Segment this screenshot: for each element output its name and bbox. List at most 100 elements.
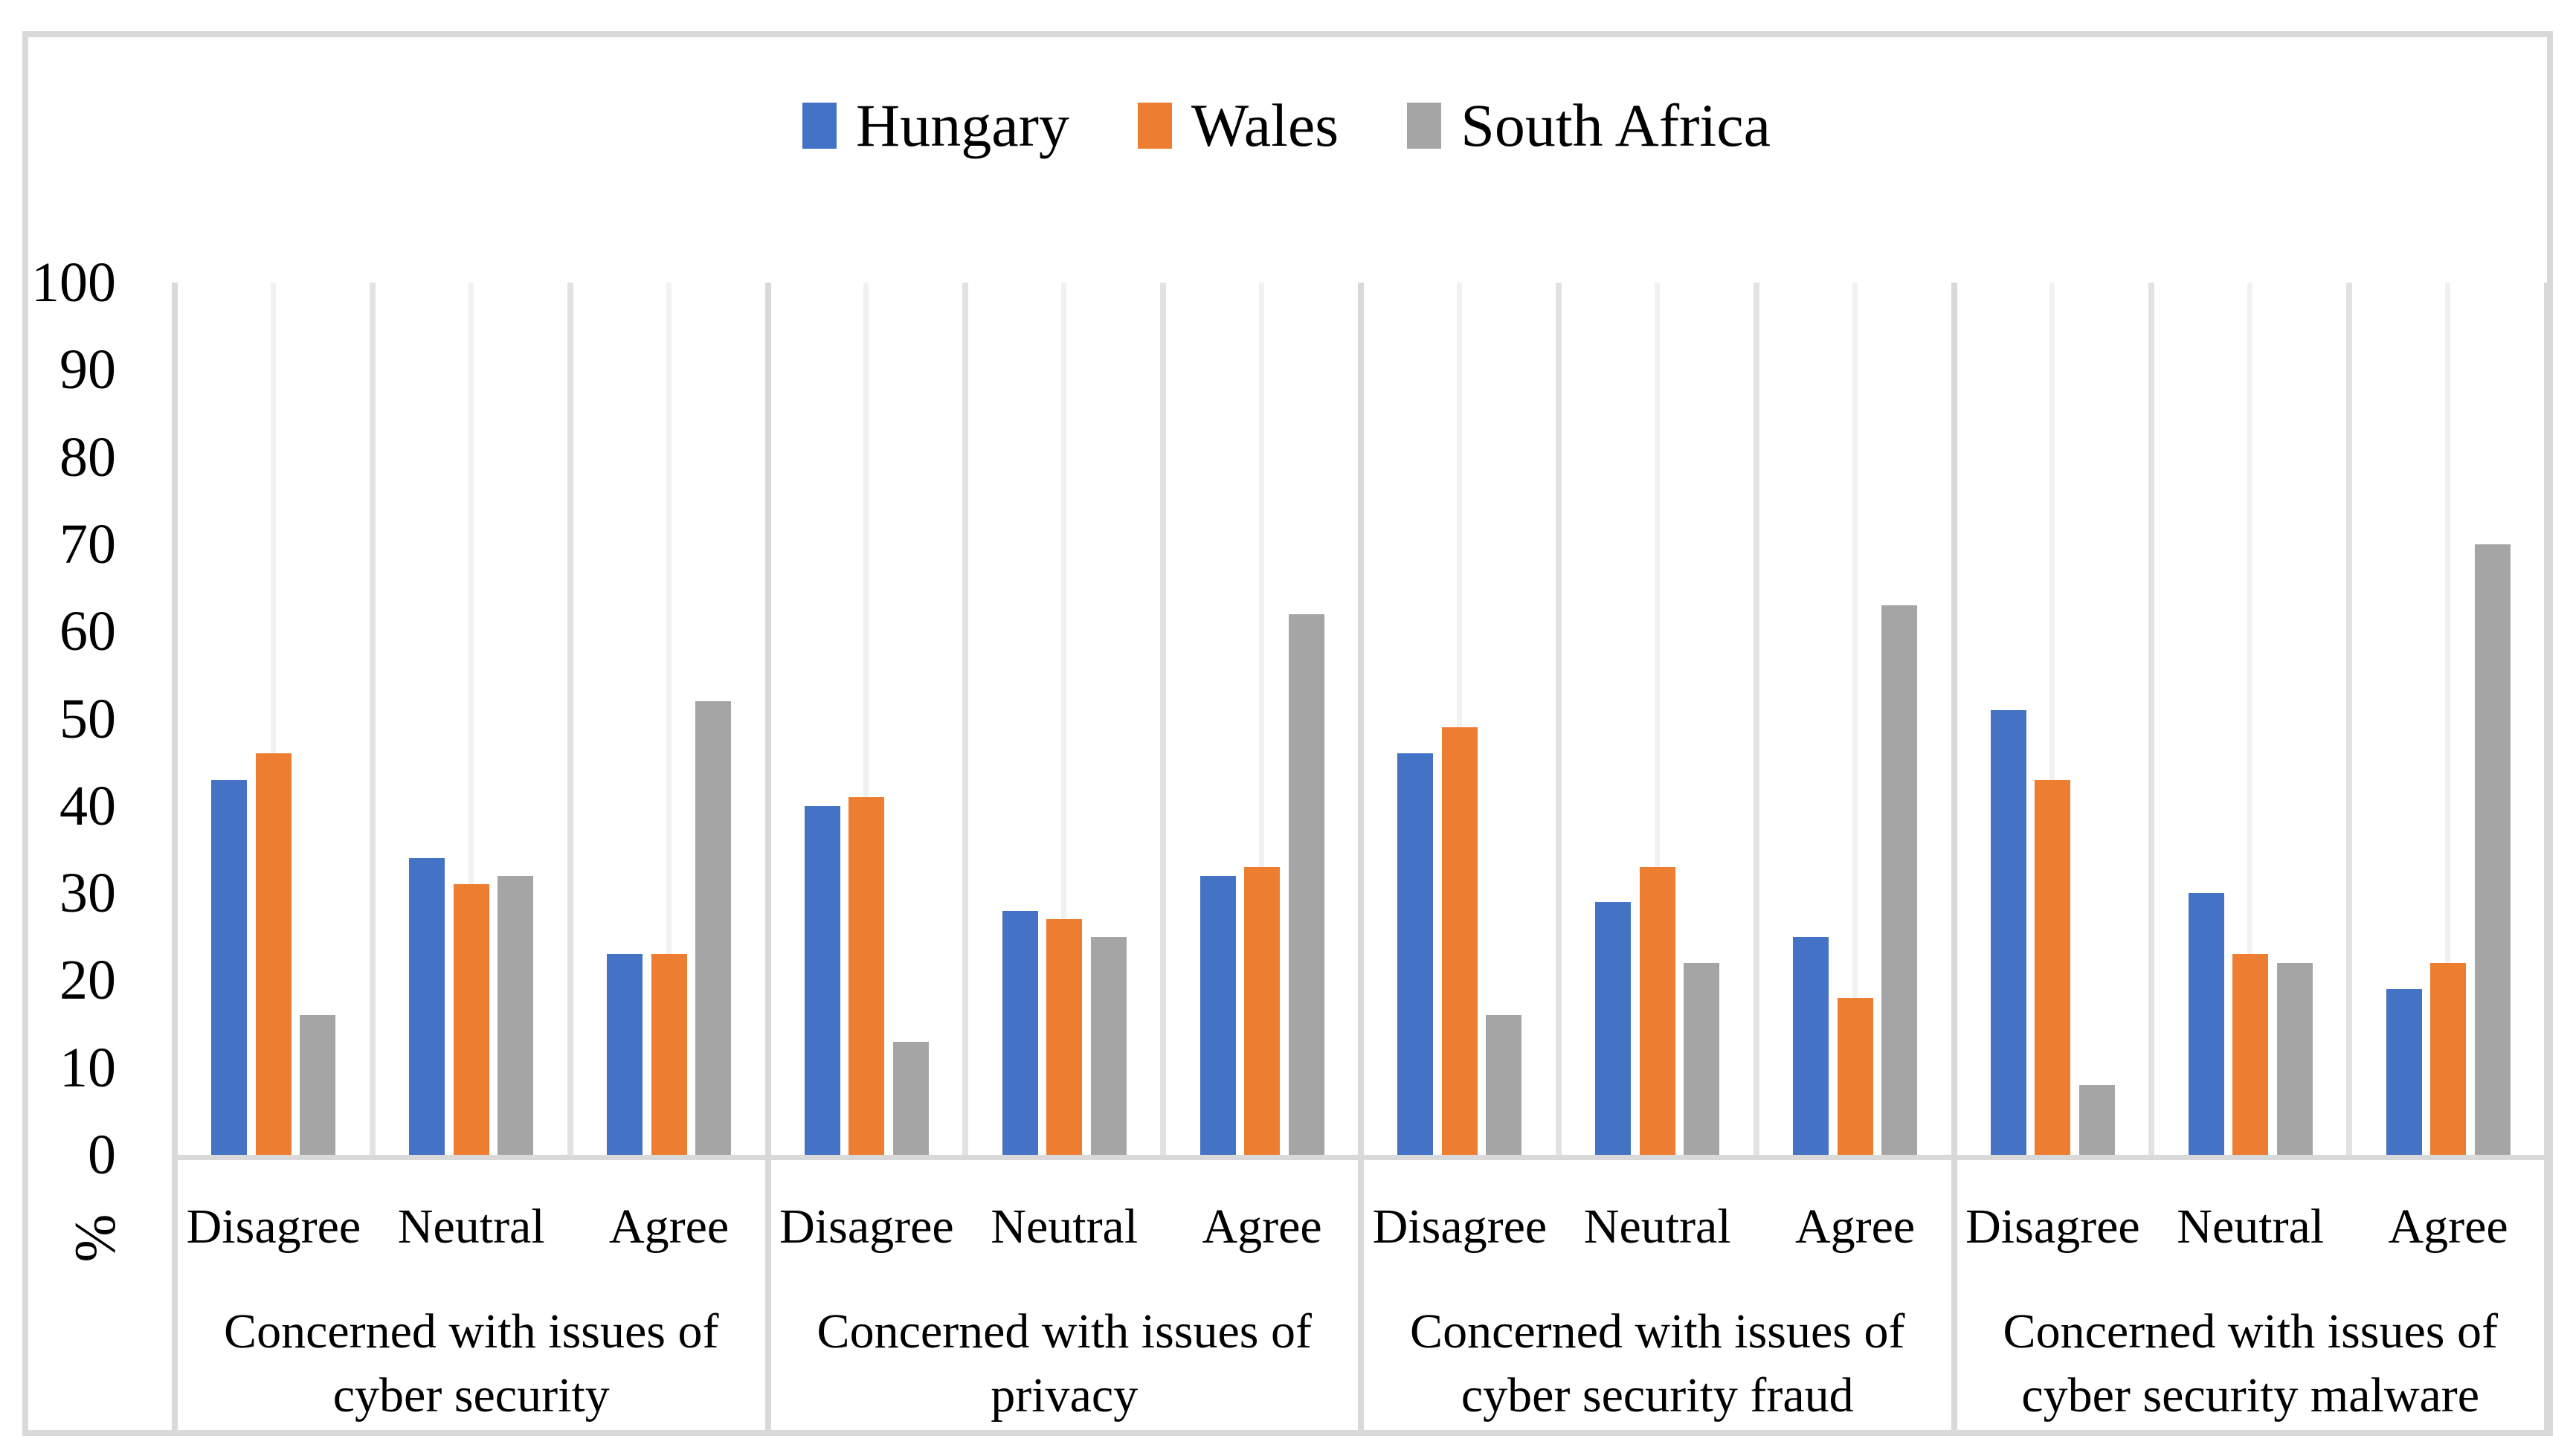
category-label-agree: Agree <box>2388 1199 2508 1254</box>
category-center-gridline <box>863 283 869 1155</box>
group-boundary-line <box>172 283 178 1430</box>
group-title-line: Concerned with issues of <box>224 1304 719 1359</box>
group-title-line: privacy <box>991 1368 1139 1423</box>
bar-south-africa <box>1090 936 1127 1155</box>
category-label-neutral: Neutral <box>991 1199 1139 1254</box>
bar-south-africa <box>892 1041 929 1155</box>
y-tick-label-30: 30 <box>59 862 116 925</box>
category-center-gridline <box>2247 283 2253 1155</box>
y-tick-label-0: 0 <box>88 1124 116 1186</box>
bar-south-africa <box>1684 962 1720 1155</box>
bar-hungary <box>804 805 840 1155</box>
legend: Hungary Wales South Africa <box>0 95 2573 156</box>
category-boundary-gridline <box>2346 283 2353 1155</box>
bar-wales <box>1837 997 1873 1155</box>
legend-swatch-icon <box>1137 103 1172 149</box>
bar-wales <box>651 954 687 1155</box>
bar-hungary <box>1397 753 1434 1155</box>
bar-south-africa <box>2276 962 2313 1155</box>
category-center-gridline <box>1852 283 1858 1155</box>
bar-hungary <box>1199 875 1236 1155</box>
bar-wales <box>453 884 489 1155</box>
category-center-gridline <box>270 283 276 1155</box>
x-axis-line <box>175 1155 2547 1160</box>
category-label-agree: Agree <box>1794 1199 1916 1254</box>
category-label-disagree: Disagree <box>1965 1199 2140 1254</box>
category-label-agree: Agree <box>608 1199 730 1254</box>
category-label-neutral: Neutral <box>397 1199 545 1254</box>
group-boundary-line <box>764 283 771 1430</box>
bar-wales <box>2035 779 2071 1155</box>
y-tick-label-40: 40 <box>59 774 116 837</box>
bar-hungary <box>211 779 248 1155</box>
bar-hungary <box>607 954 643 1155</box>
bar-south-africa <box>1288 613 1324 1155</box>
bar-hungary <box>2188 893 2224 1155</box>
legend-item-south-africa: South Africa <box>1407 95 1771 156</box>
group-title-line: Concerned with issues of <box>2003 1304 2498 1359</box>
y-tick-label-10: 10 <box>59 1036 116 1099</box>
bar-hungary <box>1990 709 2026 1155</box>
y-tick-label-50: 50 <box>59 687 116 750</box>
legend-label: Hungary <box>855 91 1069 159</box>
group-boundary-line <box>2544 283 2550 1430</box>
bar-wales <box>2430 962 2467 1155</box>
bar-hungary <box>1595 901 1632 1155</box>
category-center-gridline <box>1456 283 1462 1155</box>
bar-south-africa <box>497 875 534 1155</box>
y-tick-label-100: 100 <box>31 251 116 314</box>
figure-border <box>22 31 2553 1436</box>
category-label-neutral: Neutral <box>1583 1199 1731 1254</box>
group-title-line: cyber security fraud <box>1461 1368 1854 1423</box>
bar-south-africa <box>1486 1015 1522 1155</box>
category-label-disagree: Disagree <box>186 1199 361 1254</box>
legend-swatch-icon <box>1407 103 1442 149</box>
group-title-line: cyber security <box>332 1368 610 1423</box>
bar-south-africa <box>2078 1085 2115 1155</box>
group-title-line: Concerned with issues of <box>817 1304 1312 1359</box>
group-boundary-line <box>1358 283 1364 1430</box>
category-boundary-gridline <box>1160 283 1167 1155</box>
bar-south-africa <box>1881 605 1918 1155</box>
category-boundary-gridline <box>567 283 573 1155</box>
legend-swatch-icon <box>802 103 837 149</box>
bar-wales <box>1244 866 1281 1155</box>
bar-wales <box>848 797 885 1155</box>
y-tick-label-20: 20 <box>59 949 116 1012</box>
group-title-line: cyber security malware <box>2021 1368 2480 1423</box>
category-boundary-gridline <box>962 283 969 1155</box>
legend-item-wales: Wales <box>1137 91 1339 159</box>
legend-item-hungary: Hungary <box>802 95 1069 156</box>
category-center-gridline <box>2049 283 2055 1155</box>
bar-south-africa <box>2474 544 2511 1155</box>
category-label-agree: Agree <box>1202 1199 1322 1254</box>
category-boundary-gridline <box>1753 283 1759 1155</box>
bar-wales <box>255 753 292 1155</box>
category-center-gridline <box>1654 283 1660 1155</box>
y-tick-label-60: 60 <box>59 600 116 663</box>
bar-wales <box>1639 866 1675 1155</box>
bar-south-africa <box>300 1015 336 1155</box>
bar-hungary <box>1793 936 1829 1155</box>
category-label-neutral: Neutral <box>2177 1199 2325 1254</box>
bar-south-africa <box>695 701 732 1155</box>
category-label-disagree: Disagree <box>779 1199 954 1254</box>
y-axis-unit-label: % <box>62 1214 127 1263</box>
bar-hungary <box>1002 910 1038 1155</box>
group-title-line: Concerned with issues of <box>1410 1304 1905 1359</box>
category-boundary-gridline <box>2148 283 2155 1155</box>
category-label-disagree: Disagree <box>1372 1199 1548 1254</box>
category-center-gridline <box>1061 283 1067 1155</box>
group-boundary-line <box>1951 283 1957 1430</box>
category-boundary-gridline <box>1555 283 1562 1155</box>
category-boundary-gridline <box>369 283 376 1155</box>
bar-hungary <box>2386 989 2422 1155</box>
category-center-gridline <box>468 283 474 1155</box>
category-center-gridline <box>1259 283 1265 1155</box>
legend-label: Wales <box>1191 91 1339 159</box>
y-tick-label-80: 80 <box>59 425 116 489</box>
legend-label: South Africa <box>1461 91 1771 159</box>
bar-wales <box>1046 919 1083 1155</box>
bar-wales <box>1441 727 1478 1155</box>
